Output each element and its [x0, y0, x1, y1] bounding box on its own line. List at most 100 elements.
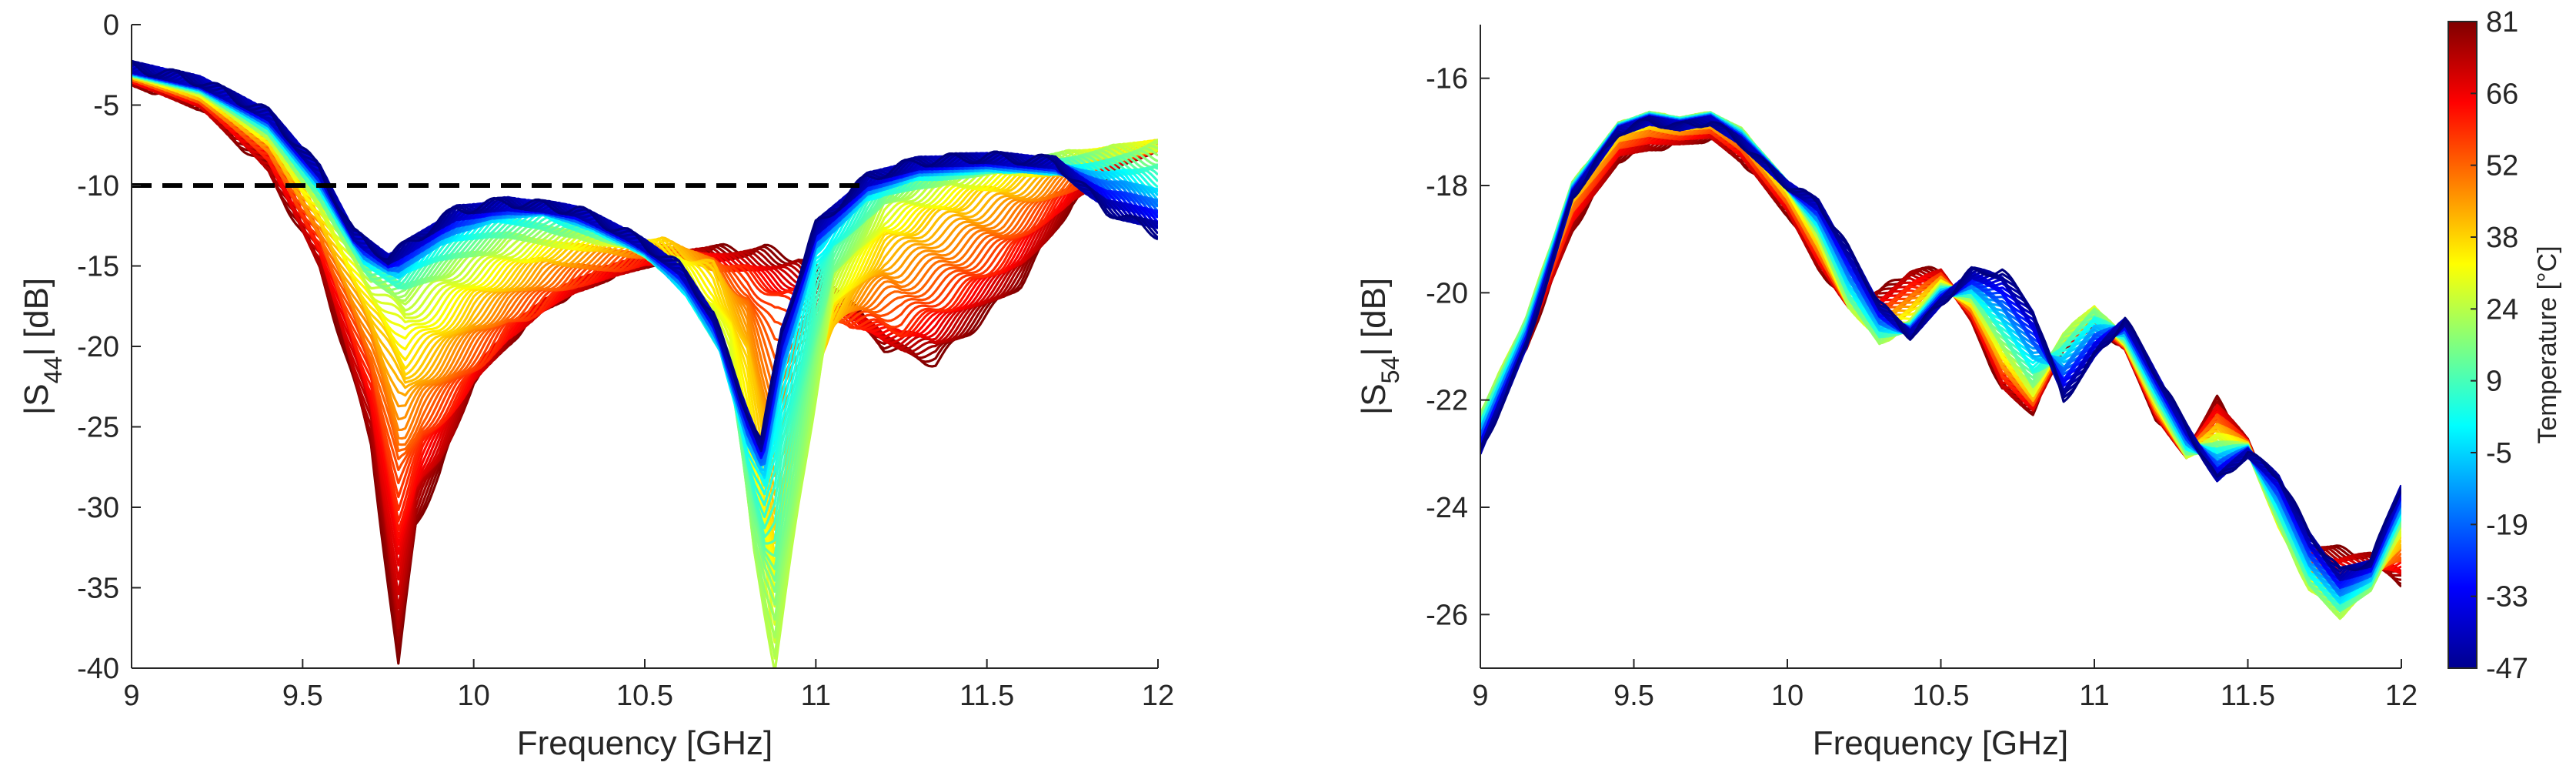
- s54-temperature-curve: [1480, 113, 2401, 589]
- s54-temperature-curve: [1480, 115, 2401, 573]
- s54-temperature-curve: [1480, 115, 2401, 580]
- colorbar-tick-label: 66: [2486, 78, 2518, 110]
- s54-temperature-curve: [1480, 116, 2401, 586]
- s54-temperature-curve: [1480, 117, 2401, 578]
- s54-temperature-curve: [1480, 111, 2401, 612]
- s54-temperature-curve: [1480, 114, 2401, 600]
- s54-temperature-curve: [1480, 126, 2401, 577]
- colorbar-tick-label: 24: [2486, 293, 2518, 326]
- s54-x-tick-label: 9: [1472, 680, 1488, 712]
- s54-temperature-curve: [1480, 114, 2401, 603]
- s44-x-tick-label: 12: [1142, 680, 1174, 712]
- s54-temperature-curve: [1480, 125, 2401, 578]
- s54-temperature-curve: [1480, 120, 2401, 588]
- s54-temperature-curve: [1480, 113, 2401, 597]
- s54-temperature-curve: [1480, 136, 2401, 588]
- s54-temperature-curve: [1480, 125, 2401, 574]
- colorbar-ticks: 81 66 52 38 24 9 -5 -19 -33 -47: [2471, 6, 2528, 685]
- colorbar-tick-label: 9: [2486, 366, 2502, 398]
- s54-temperature-curve: [1480, 113, 2401, 595]
- s54-temperature-curve: [1480, 113, 2401, 608]
- s54-temperature-curve: [1480, 122, 2401, 585]
- s54-temperature-curve: [1480, 132, 2401, 575]
- s54-temperature-curve: [1480, 120, 2401, 591]
- s44-x-axis-title: Frequency [GHz]: [517, 724, 773, 762]
- s44-x-tick-label: 11: [801, 680, 831, 712]
- s44-axes: [131, 25, 1158, 669]
- s54-temperature-curve: [1480, 111, 2401, 616]
- s54-temperature-curve: [1480, 131, 2401, 574]
- s54-temperature-curve: [1480, 119, 2401, 594]
- s54-temperature-curve: [1480, 115, 2401, 603]
- s54-temperature-curve: [1480, 115, 2401, 592]
- colorbar-tick-label: -33: [2486, 581, 2528, 614]
- s54-temperature-curve: [1480, 114, 2401, 586]
- s54-temperature-curve: [1480, 112, 2401, 608]
- s54-temperature-curve: [1480, 111, 2401, 620]
- s54-temperature-curve: [1480, 116, 2401, 598]
- s54-temperature-curve: [1480, 115, 2401, 590]
- s44-y-tick-label: -20: [77, 331, 119, 363]
- s54-temperature-curve: [1480, 130, 2401, 574]
- s54-temperature-curve: [1480, 115, 2401, 578]
- s54-temperature-curve: [1480, 115, 2401, 593]
- s54-temperature-curve: [1480, 116, 2401, 580]
- s54-temperature-curve: [1480, 114, 2401, 593]
- s54-temperature-curve: [1480, 117, 2401, 579]
- s54-temperature-curve: [1480, 112, 2401, 613]
- s54-temperature-curve: [1480, 112, 2401, 604]
- s54-temperature-curve: [1480, 113, 2401, 600]
- s54-x-tick-label: 10: [1771, 680, 1804, 712]
- s54-temperature-curve: [1480, 115, 2401, 582]
- s54-y-tick-label: -16: [1426, 63, 1468, 95]
- s54-temperature-curve: [1480, 131, 2401, 576]
- s54-temperature-curve: [1480, 115, 2401, 581]
- s54-temperature-curve: [1480, 115, 2401, 596]
- s54-temperature-curve: [1480, 115, 2401, 585]
- temperature-colorbar: 81 66 52 38 24 9 -5 -19 -33 -47 Temperature [°C]: [2448, 6, 2562, 685]
- s54-y-ticks: -16 -18 -20 -22 -24 -26: [1426, 63, 1490, 631]
- s54-temperature-curve: [1480, 124, 2401, 582]
- s54-x-tick-label: 12: [2385, 680, 2418, 712]
- s44-y-tick-label: -35: [77, 573, 119, 605]
- s44-temperature-curve: [132, 59, 1158, 445]
- s44-y-tick-label: -25: [77, 412, 119, 444]
- s54-temperature-curve: [1480, 112, 2401, 619]
- s54-temperature-curve: [1480, 112, 2401, 603]
- s54-temperature-curve: [1480, 114, 2401, 587]
- s44-y-axis-title: |S44| [dB]: [18, 278, 67, 415]
- s54-temperature-curve: [1480, 112, 2401, 597]
- s54-chart: 9 9.5 10 10.5 11 11.5 12 -16 -18 -20 -22 -24 -26 Fr…: [1355, 25, 2418, 762]
- s54-temperature-curve: [1480, 131, 2401, 573]
- s44-y-tick-label: -40: [77, 653, 119, 685]
- s54-series-group: [1480, 110, 2401, 620]
- s54-temperature-curve: [1480, 114, 2401, 581]
- s44-x-tick-label: 9.5: [282, 680, 323, 712]
- colorbar-tick-label: 81: [2486, 6, 2518, 38]
- s54-temperature-curve: [1480, 112, 2401, 604]
- s54-temperature-curve: [1480, 114, 2401, 597]
- s54-temperature-curve: [1480, 125, 2401, 577]
- s44-x-tick-label: 10: [458, 680, 490, 712]
- s54-temperature-curve: [1480, 111, 2401, 617]
- colorbar-gradient: [2448, 21, 2478, 669]
- s54-temperature-curve: [1480, 134, 2401, 586]
- s44-y-tick-label: 0: [103, 9, 119, 42]
- s54-temperature-curve: [1480, 110, 2401, 612]
- s44-temperature-curve: [132, 61, 1158, 441]
- s44-x-tick-label: 11.5: [959, 680, 1014, 712]
- s54-temperature-curve: [1480, 122, 2401, 590]
- s54-temperature-curve: [1480, 114, 2401, 600]
- s54-temperature-curve: [1480, 115, 2401, 588]
- colorbar-title: Temperature [°C]: [2533, 246, 2562, 443]
- s54-y-tick-label: -22: [1426, 385, 1468, 417]
- s54-y-tick-label: -26: [1426, 599, 1468, 631]
- s54-x-ticks: 9 9.5 10 10.5 11 11.5 12: [1472, 659, 2418, 712]
- s54-temperature-curve: [1480, 131, 2401, 581]
- s54-temperature-curve: [1480, 129, 2401, 573]
- s44-y-ticks: 0 -5 -10 -15 -20 -25 -30 -35 -40: [77, 9, 141, 685]
- s54-y-tick-label: -24: [1426, 492, 1468, 524]
- s54-y-tick-label: -20: [1426, 277, 1468, 309]
- s54-temperature-curve: [1480, 112, 2401, 613]
